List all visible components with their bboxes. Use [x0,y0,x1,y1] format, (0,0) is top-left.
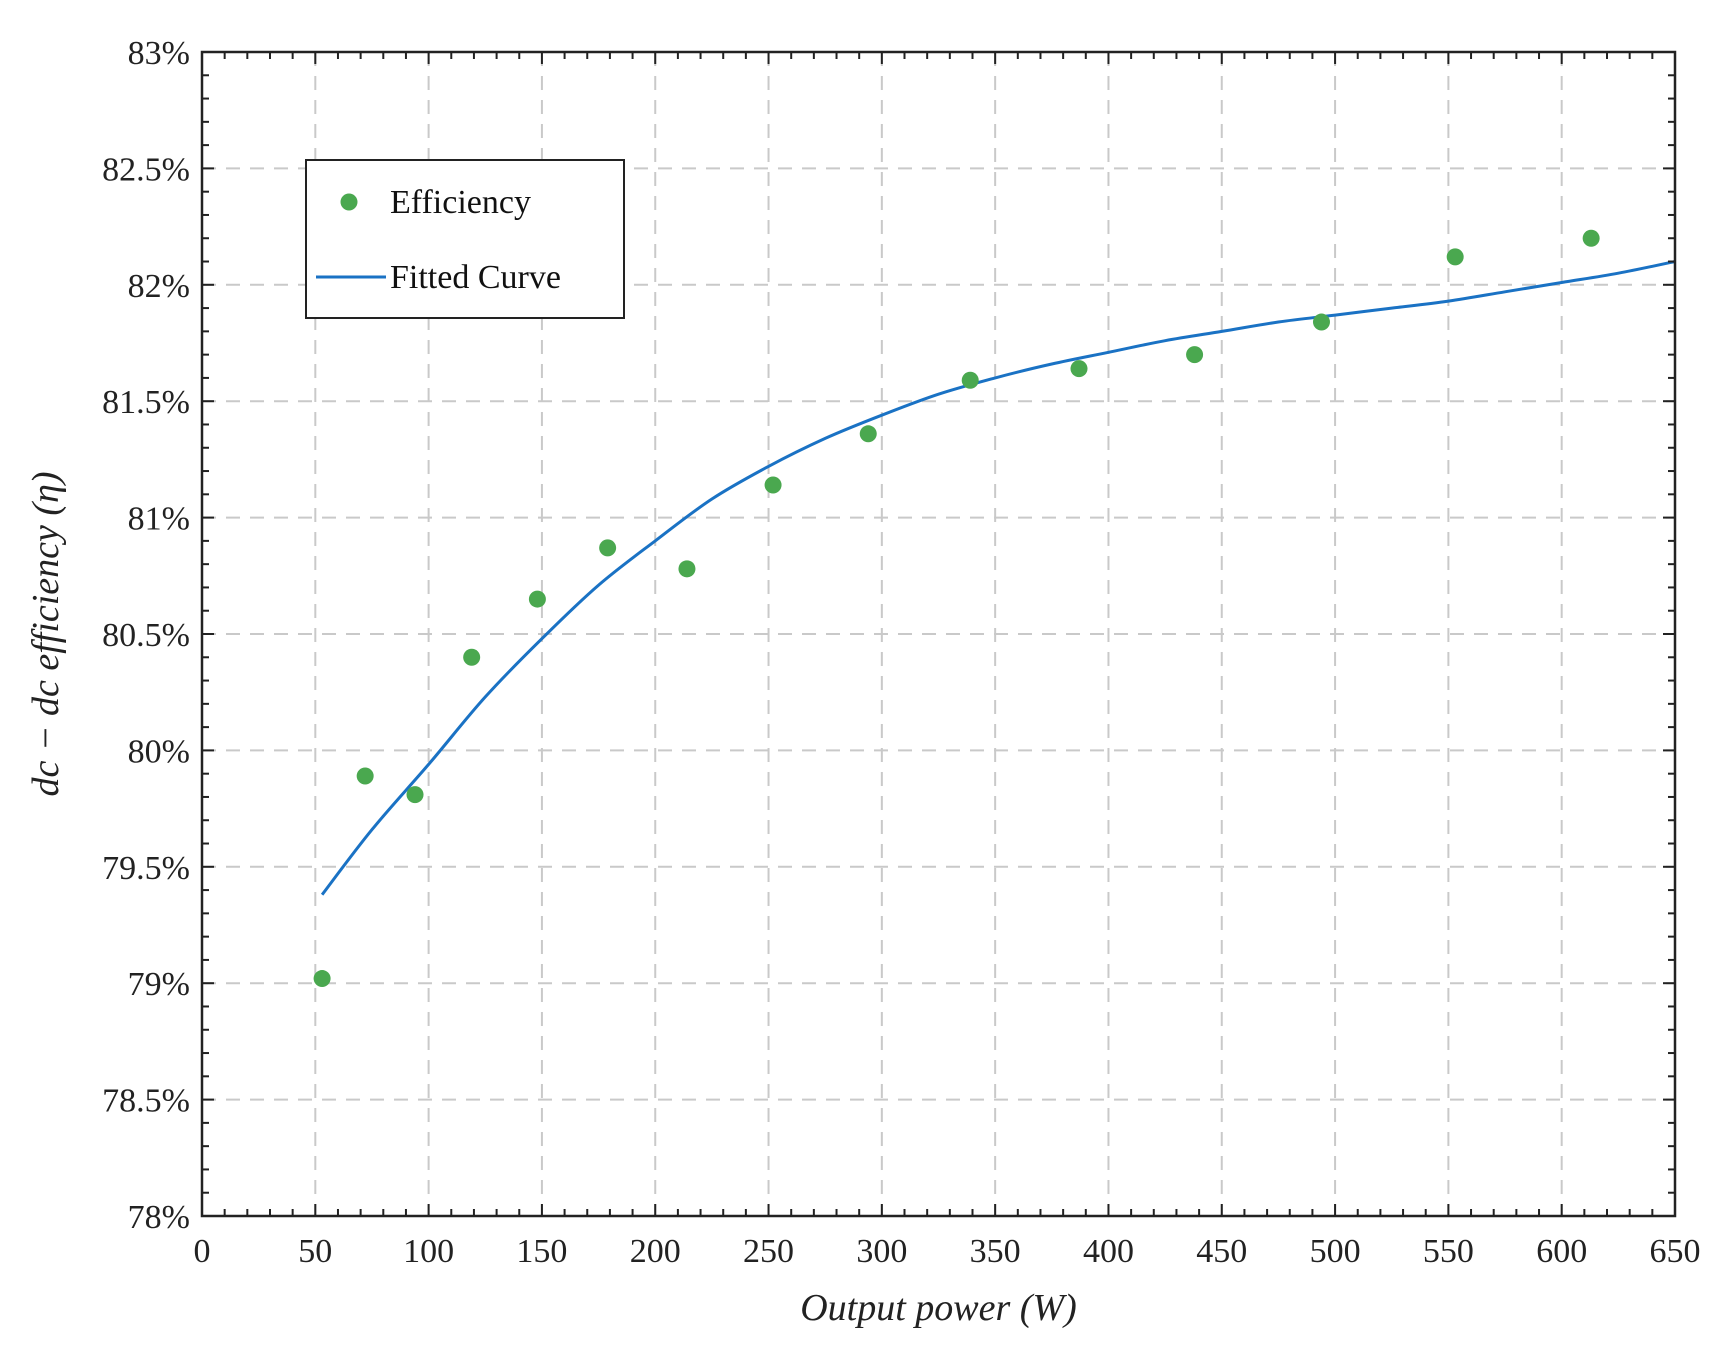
y-tick-label: 81.5% [102,384,190,421]
efficiency-point [528,590,546,608]
x-tick-label: 550 [1423,1233,1474,1270]
y-tick-label: 82.5% [102,151,190,188]
x-tick-label: 350 [970,1233,1021,1270]
x-tick-label: 200 [630,1233,681,1270]
legend-efficiency-marker [340,193,358,211]
x-tick-label: 450 [1196,1233,1247,1270]
legend-efficiency-label: Efficiency [390,184,531,221]
x-tick-labels: 0 50 100 150 200 250 300 350 400 450 500 550 600 650 [194,1233,1701,1270]
legend: Efficiency Fitted Curve [305,159,625,319]
y-axis-title: dc − dc efficiency (η) [25,471,67,796]
x-tick-label: 0 [194,1233,211,1270]
y-tick-label: 79.5% [102,850,190,887]
legend-fitted-curve-label: Fitted Curve [390,259,561,296]
efficiency-point [406,786,424,804]
fitted-curve-layer [320,260,1676,896]
efficiency-point [1312,313,1330,331]
axis-ticks [201,51,1676,1217]
y-tick-label: 80.5% [102,617,190,654]
efficiency-point [1070,360,1088,378]
fitted-curve-line [320,260,1676,896]
x-tick-label: 500 [1310,1233,1361,1270]
x-tick-label: 300 [856,1233,907,1270]
y-tick-labels: 78% 78.5% 79% 79.5% 80% 80.5% 81% 81.5% 82% 82.5%… [102,35,190,1236]
efficiency-point [678,560,696,578]
efficiency-point [961,371,979,389]
y-tick-label: 82% [128,268,190,305]
x-tick-label: 650 [1650,1233,1701,1270]
y-tick-label: 81% [128,501,190,538]
efficiency-point [859,425,877,443]
legend-box [305,159,625,319]
x-tick-label: 150 [516,1233,567,1270]
x-tick-label: 400 [1083,1233,1134,1270]
efficiency-point [463,648,481,666]
x-axis-title: Output power (W) [800,1287,1077,1329]
y-tick-label: 83% [128,35,190,72]
x-tick-label: 250 [743,1233,794,1270]
efficiency-points-layer [313,229,1600,988]
efficiency-point [356,767,374,785]
efficiency-point [764,476,782,494]
efficiency-point [1186,346,1204,364]
efficiency-point [599,539,617,557]
efficiency-point [1582,229,1600,247]
y-tick-label: 79% [128,966,190,1003]
x-tick-label: 600 [1536,1233,1587,1270]
y-tick-label: 80% [128,733,190,770]
x-tick-label: 50 [298,1233,332,1270]
y-tick-label: 78.5% [102,1083,190,1120]
y-tick-label: 78% [128,1199,190,1236]
x-tick-label: 100 [403,1233,454,1270]
efficiency-point [313,970,331,988]
efficiency-point [1446,248,1464,266]
